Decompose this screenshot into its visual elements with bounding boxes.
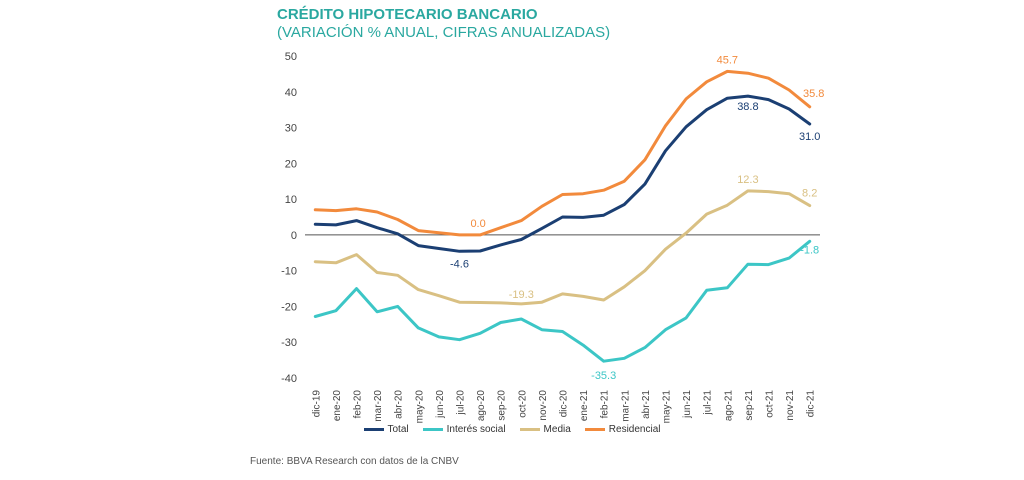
data-label: 8.2 (802, 188, 817, 200)
x-tick-label: nov-21 (785, 390, 796, 421)
x-tick-label: jun-20 (435, 390, 446, 419)
legend-item: Residencial (584, 424, 661, 435)
x-tick-label: abr-21 (641, 390, 652, 419)
data-label: 0.0 (470, 218, 485, 230)
x-tick-label: nov-20 (538, 390, 549, 421)
y-tick-label: -20 (281, 301, 297, 313)
legend-item: Interés social (422, 424, 506, 435)
legend-item: Media (519, 424, 571, 435)
chart-legend: Total Interés social Media Residencial (0, 424, 1024, 435)
data-label: -4.6 (450, 258, 469, 270)
x-tick-label: dic-19 (311, 390, 322, 418)
y-tick-label: 20 (285, 158, 297, 170)
x-tick-label: mar-20 (373, 390, 384, 422)
x-tick-label: may-20 (414, 390, 425, 424)
y-tick-label: 50 (285, 51, 297, 63)
data-label: 12.3 (737, 174, 758, 186)
legend-label: Media (543, 424, 571, 435)
chart-subtitle: (VARIACIÓN % ANUAL, CIFRAS ANUALIZADAS) (277, 24, 611, 41)
x-tick-label: jul-21 (703, 390, 714, 416)
y-tick-label: -10 (281, 266, 297, 278)
data-label: 31.0 (799, 131, 820, 143)
series-line-residencial (313, 69, 812, 237)
x-tick-label: feb-21 (600, 390, 611, 419)
x-tick-label: jul-20 (456, 390, 467, 416)
legend-swatch (584, 428, 605, 431)
data-label: 45.7 (717, 54, 738, 66)
data-label: -19.3 (509, 289, 534, 301)
x-tick-label: abr-20 (394, 390, 405, 419)
x-tick-label: ene-21 (579, 390, 590, 422)
x-tick-label: oct-21 (765, 390, 776, 418)
x-tick-label: dic-20 (559, 390, 570, 418)
y-tick-label: 30 (285, 123, 297, 135)
legend-swatch (519, 428, 540, 431)
series-line-interés-social (313, 239, 812, 363)
data-label: -35.3 (591, 370, 616, 382)
x-tick-label: sep-20 (497, 390, 508, 421)
data-label: 38.8 (737, 101, 758, 113)
legend-swatch (422, 428, 443, 431)
legend-label: Total (387, 424, 409, 435)
x-tick-label: may-21 (662, 390, 673, 424)
series-line-media (313, 189, 812, 306)
y-tick-label: -30 (281, 337, 297, 349)
x-tick-label: dic-21 (806, 390, 817, 418)
series-line-total (313, 94, 812, 253)
legend-item: Total (363, 424, 409, 435)
legend-swatch (363, 428, 384, 431)
x-tick-label: sep-21 (744, 390, 755, 421)
x-tick-label: ago-20 (476, 390, 487, 422)
x-tick-label: jun-21 (682, 390, 693, 419)
data-label: -1.8 (800, 244, 819, 256)
data-label: 35.8 (803, 88, 824, 100)
legend-label: Residencial (608, 424, 661, 435)
source-note: Fuente: BBVA Research con datos de la CN… (250, 456, 459, 467)
y-tick-label: 10 (285, 194, 297, 206)
y-tick-label: 0 (291, 230, 297, 242)
legend-label: Interés social (446, 424, 506, 435)
x-tick-label: oct-20 (517, 390, 528, 418)
x-tick-label: mar-21 (620, 390, 631, 422)
y-tick-label: 40 (285, 87, 297, 99)
chart-title: CRÉDITO HIPOTECARIO BANCARIO (277, 6, 538, 23)
x-tick-label: ene-20 (332, 390, 343, 422)
x-tick-label: ago-21 (723, 390, 734, 422)
y-tick-label: -40 (281, 373, 297, 385)
x-tick-label: feb-20 (353, 390, 364, 419)
